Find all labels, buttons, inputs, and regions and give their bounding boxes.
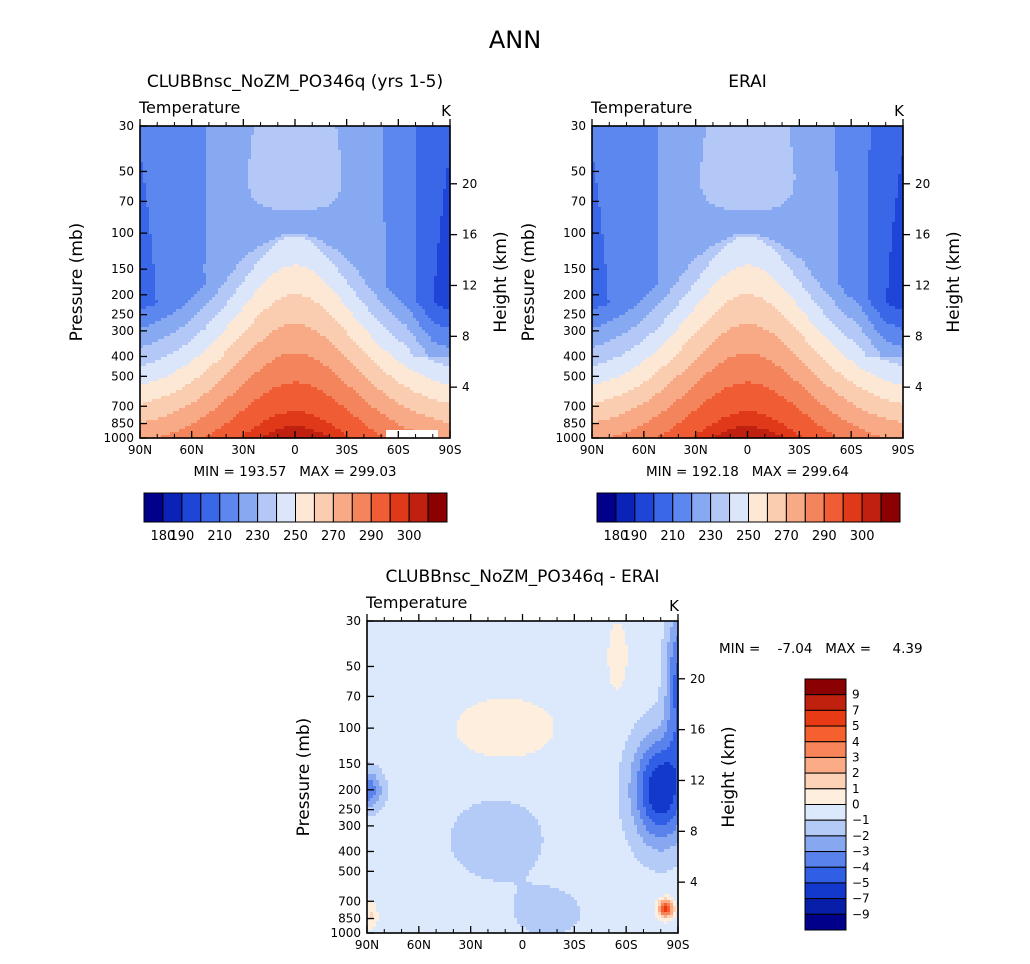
contour-field [140, 126, 451, 439]
panel-model: 90N 60N 30N 0 30S 60S 90S305070100150200250300… [67, 72, 511, 544]
figure-title: ANN [489, 26, 541, 54]
panels: 90N 60N 30N 0 30S 60S 90S305070100150200250300… [67, 72, 964, 952]
